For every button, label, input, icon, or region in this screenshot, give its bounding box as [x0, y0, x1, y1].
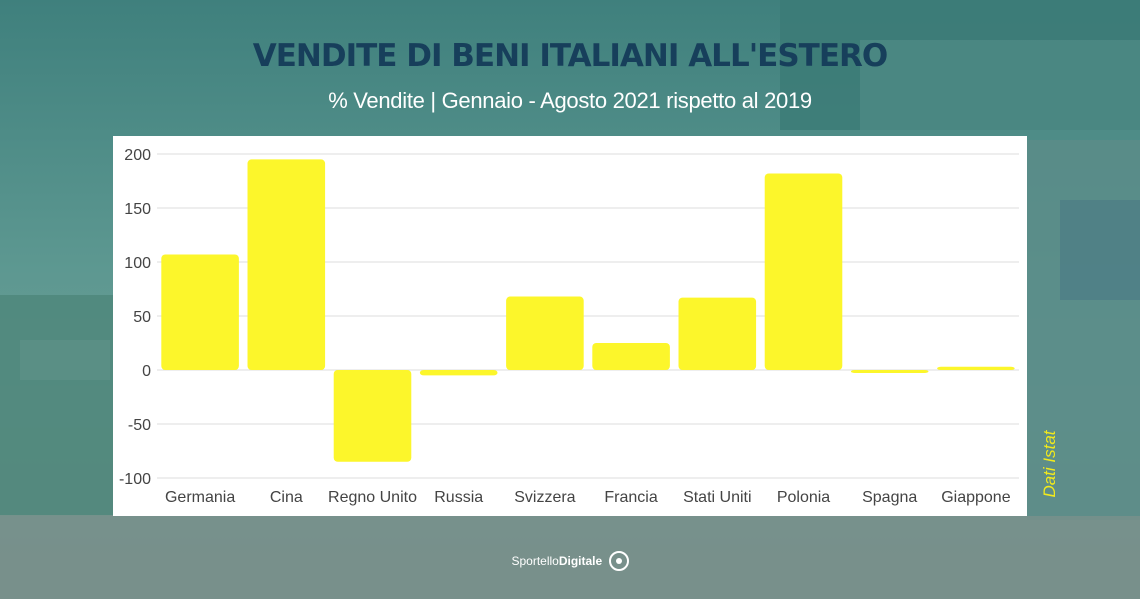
x-tick-label: Polonia — [777, 489, 830, 506]
chart-panel: 200 150 100 50 0 -50 -100 Germania Cina Regno Uni… — [113, 136, 1027, 516]
bar — [333, 370, 412, 462]
brand-name: Digitale — [558, 554, 603, 569]
bar — [247, 159, 326, 370]
y-tick-label: 100 — [124, 255, 151, 272]
x-tick-label: Giappone — [941, 489, 1010, 506]
bar — [161, 254, 239, 370]
chart-subtitle: % Vendite | Gennaio - Agosto 2021 rispet… — [328, 88, 812, 113]
x-tick-label: Russia — [434, 489, 483, 506]
source-note-label: Dati Istat — [1040, 430, 1059, 498]
x-tick-label: Cina — [270, 489, 303, 506]
brand-footer: SportelloDigitale — [0, 551, 1140, 572]
bar — [937, 366, 1015, 370]
bar — [678, 297, 757, 370]
y-tick-label: -100 — [119, 471, 151, 488]
x-tick-label: Spagna — [862, 489, 917, 506]
bar — [850, 370, 929, 373]
y-tick-label: -50 — [128, 417, 151, 434]
bar — [419, 370, 498, 376]
y-tick-label: 200 — [124, 147, 151, 164]
x-tick-label: Francia — [604, 489, 657, 506]
brand-prefix: Sportello — [511, 554, 559, 569]
y-tick-label: 50 — [133, 309, 151, 326]
chart-title: VENDITE DI BENI ITALIANI ALL'ESTERO — [252, 38, 888, 74]
bar — [592, 343, 670, 370]
source-note: Dati Istat — [1038, 420, 1062, 508]
x-tick-label: Germania — [165, 489, 235, 506]
brand-logo-icon — [608, 551, 629, 571]
bar — [764, 173, 843, 370]
y-tick-label: 150 — [124, 201, 151, 218]
bar-chart: 200 150 100 50 0 -50 -100 Germania Cina Regno Uni… — [119, 147, 1019, 506]
y-tick-label: 0 — [142, 363, 151, 380]
x-tick-label: Stati Uniti — [683, 489, 751, 506]
x-tick-label: Regno Unito — [328, 489, 417, 506]
bar — [506, 296, 584, 370]
x-tick-label: Svizzera — [514, 489, 575, 506]
